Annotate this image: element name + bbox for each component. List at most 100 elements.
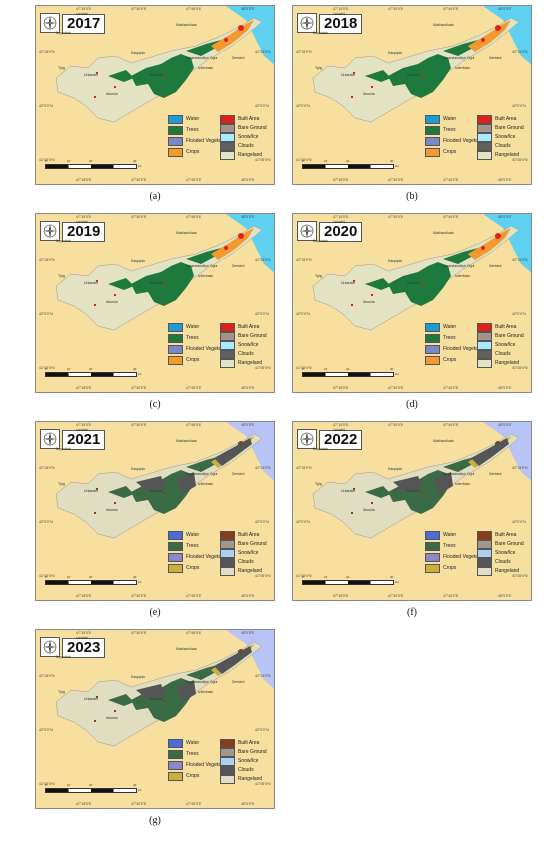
- legend-label: Snow/Ice: [238, 757, 259, 764]
- place-label: Dagestanskiye Ogni: [443, 264, 475, 268]
- longitude-label: 48°0'0"E: [241, 386, 255, 390]
- trees-area: [443, 40, 478, 56]
- legend-swatch: [425, 147, 440, 157]
- legend-swatch: [477, 141, 492, 151]
- legend-item: Trees: [168, 125, 199, 135]
- panel-caption: (a): [149, 191, 161, 202]
- legend-item: Water: [168, 530, 199, 540]
- map-panel-d: 2020 47°15'0"E 47°30'0"E 47°45'0"E 48°0'0"E 4…: [292, 213, 532, 410]
- legend-item: Trees: [425, 125, 456, 135]
- scale-tick-label: 40: [133, 367, 137, 371]
- built-area: [164, 76, 166, 78]
- trees-area: [108, 694, 134, 706]
- legend-item: Snow/Ice: [477, 340, 516, 350]
- legend-label: Snow/Ice: [495, 341, 516, 348]
- place-label: Levashi: [76, 220, 89, 224]
- legend-label: Crops: [443, 148, 457, 155]
- scale-tick-label: 0: [45, 783, 47, 787]
- legend-swatch: [477, 150, 492, 160]
- map-canvas: [312, 6, 531, 123]
- longitude-label: 48°0'0"E: [498, 7, 512, 11]
- legend-swatch: [220, 331, 235, 341]
- crops-area: [211, 20, 254, 52]
- trees-area: [108, 486, 134, 498]
- legend-item: Snow/Ice: [477, 548, 516, 558]
- legend-label: Flooded Vegetation: [186, 137, 230, 144]
- legend-item: Bare Ground: [220, 123, 267, 133]
- built-area: [238, 233, 244, 239]
- latitude-label: 41°45'0"N: [255, 782, 271, 786]
- scale-unit-label: km: [395, 580, 399, 584]
- longitude-label: 47°45'0"E: [443, 594, 459, 598]
- longitude-label: 47°45'0"E: [186, 594, 202, 598]
- legend-item: Bare Ground: [220, 331, 267, 341]
- legend-swatch: [168, 147, 183, 157]
- legend-item: Water: [168, 738, 199, 748]
- place-label: Urkarakh: [84, 281, 99, 285]
- legend-swatch: [168, 344, 183, 354]
- place-label: Tpig: [58, 66, 65, 70]
- legend-label: Water: [443, 323, 457, 330]
- legend-swatch: [477, 548, 492, 558]
- legend-swatch: [220, 539, 235, 549]
- legend-item: Water: [425, 114, 456, 124]
- longitude-label: 48°0'0"E: [241, 631, 255, 635]
- trees-area: [108, 278, 134, 290]
- built-area: [96, 696, 98, 698]
- place-label: Buynaksk: [56, 655, 72, 659]
- place-label: Dagestanskiye Ogni: [186, 56, 218, 60]
- legend-label: Crops: [443, 356, 457, 363]
- scale-tick-label: 10: [67, 575, 71, 579]
- longitude-label: 48°0'0"E: [498, 215, 512, 219]
- longitude-label: 48°0'0"E: [241, 802, 255, 806]
- sea-area: [483, 6, 531, 65]
- map-canvas: [312, 422, 531, 539]
- place-label: Izberbash: [198, 690, 214, 694]
- scale-bar: [45, 372, 137, 377]
- latitude-label: 41°45'0"N: [512, 366, 528, 370]
- legend-item: Crops: [425, 563, 456, 573]
- legend-label: Snow/Ice: [238, 133, 259, 140]
- scale-tick-label: 20: [346, 575, 350, 579]
- scale-tick-label: 0: [45, 575, 47, 579]
- map-panel-f: 2022 47°15'0"E 47°30'0"E 47°45'0"E 48°0'0"E 4…: [292, 421, 532, 618]
- longitude-label: 47°45'0"E: [186, 7, 202, 11]
- scale-unit-label: km: [138, 164, 142, 168]
- legend-swatch: [220, 358, 235, 368]
- built-area: [114, 710, 116, 712]
- built-area: [353, 488, 355, 490]
- scale-tick-label: 0: [302, 575, 304, 579]
- latitude-label: 42°15'0"N: [255, 674, 271, 678]
- longitude-label: 47°15'0"E: [333, 215, 349, 219]
- longitude-label: 47°15'0"E: [333, 178, 349, 182]
- legend-swatch: [477, 566, 492, 576]
- latitude-label: 42°0'0"N: [512, 520, 526, 524]
- longitude-label: 48°0'0"E: [498, 386, 512, 390]
- sea-area: [226, 214, 274, 273]
- legend-item: Trees: [425, 541, 456, 551]
- place-label: Tpig: [58, 482, 65, 486]
- crops-area: [211, 228, 254, 260]
- legend-swatch: [220, 349, 235, 359]
- map-panel-g: 2023 47°15'0"E 47°30'0"E 47°45'0"E 48°0'0"E 4…: [35, 629, 275, 826]
- place-label: Derbent: [232, 680, 245, 684]
- place-label: Tpig: [315, 66, 322, 70]
- place-label: Buynaksk: [56, 239, 72, 243]
- longitude-label: 47°15'0"E: [333, 7, 349, 11]
- sea-area: [226, 6, 274, 65]
- legend-label: Clouds: [238, 558, 254, 565]
- legend-swatch: [220, 747, 235, 757]
- clouds-area: [136, 684, 166, 700]
- longitude-label: 48°0'0"E: [498, 178, 512, 182]
- legend-item: Rangeland: [220, 774, 262, 784]
- legend-swatch: [220, 566, 235, 576]
- longitude-label: 47°30'0"E: [131, 178, 147, 182]
- lulc-map: 2017 47°15'0"E 47°30'0"E 47°45'0"E 48°0'0"E 4…: [35, 5, 275, 185]
- legend-label: Rangeland: [238, 567, 263, 574]
- place-label: Kaspiysk: [131, 675, 146, 679]
- latitude-label: 42°15'0"N: [39, 50, 55, 54]
- legend-label: Snow/Ice: [495, 133, 516, 140]
- legend-item: Snow/Ice: [477, 132, 516, 142]
- built-area: [371, 502, 373, 504]
- lulc-map: 2021 47°15'0"E 47°30'0"E 47°45'0"E 48°0'0"E 4…: [35, 421, 275, 601]
